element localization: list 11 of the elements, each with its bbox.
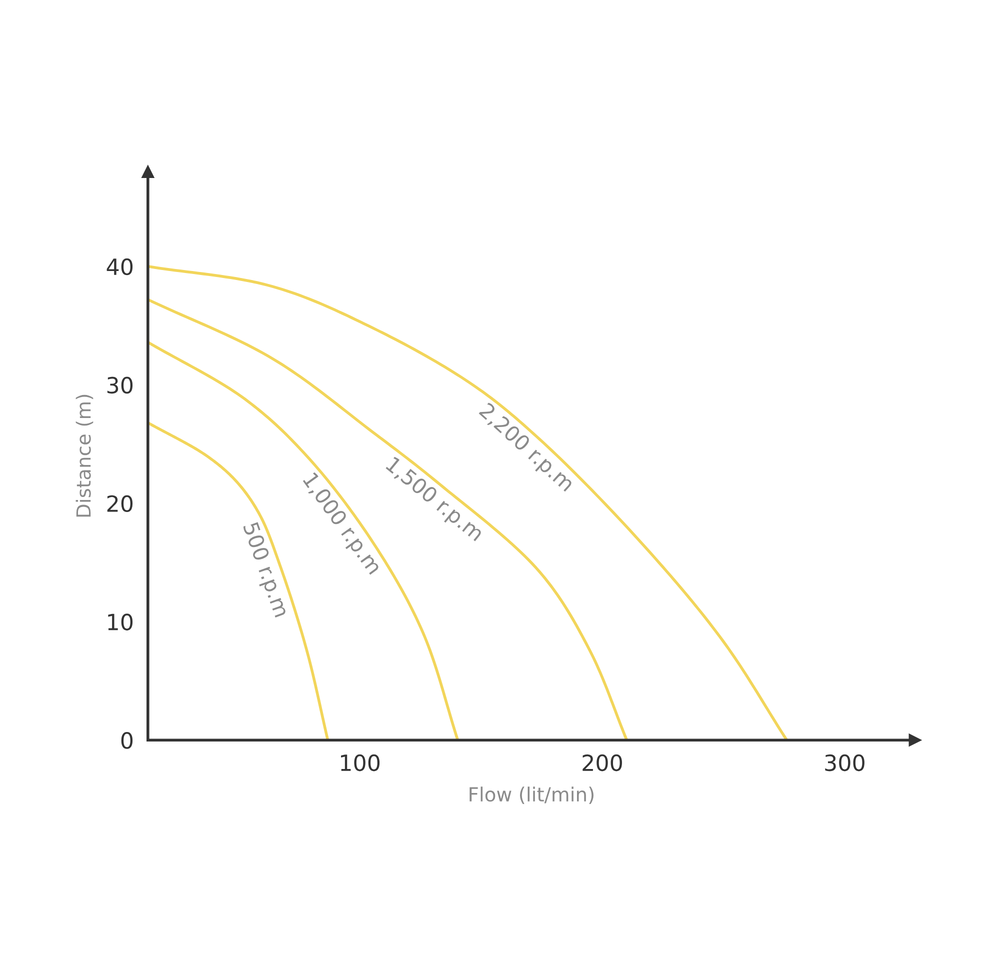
x-tick-label: 300 (825, 754, 864, 772)
y-tick-label: 20 (107, 495, 133, 512)
y-tick-label: 30 (107, 376, 133, 394)
x-tick-label: 100 (341, 754, 380, 772)
x-tick-label: 200 (582, 754, 622, 772)
text: 500 r.p.m (239, 521, 290, 619)
y-tick-label: 40 (106, 258, 133, 276)
x-axis-title: Flow (lit/min) (470, 786, 594, 804)
y-tick-label: 0 (121, 732, 133, 749)
y-axis-title: Distance (m) (76, 394, 94, 517)
y-tick-label: 10 (108, 614, 133, 630)
